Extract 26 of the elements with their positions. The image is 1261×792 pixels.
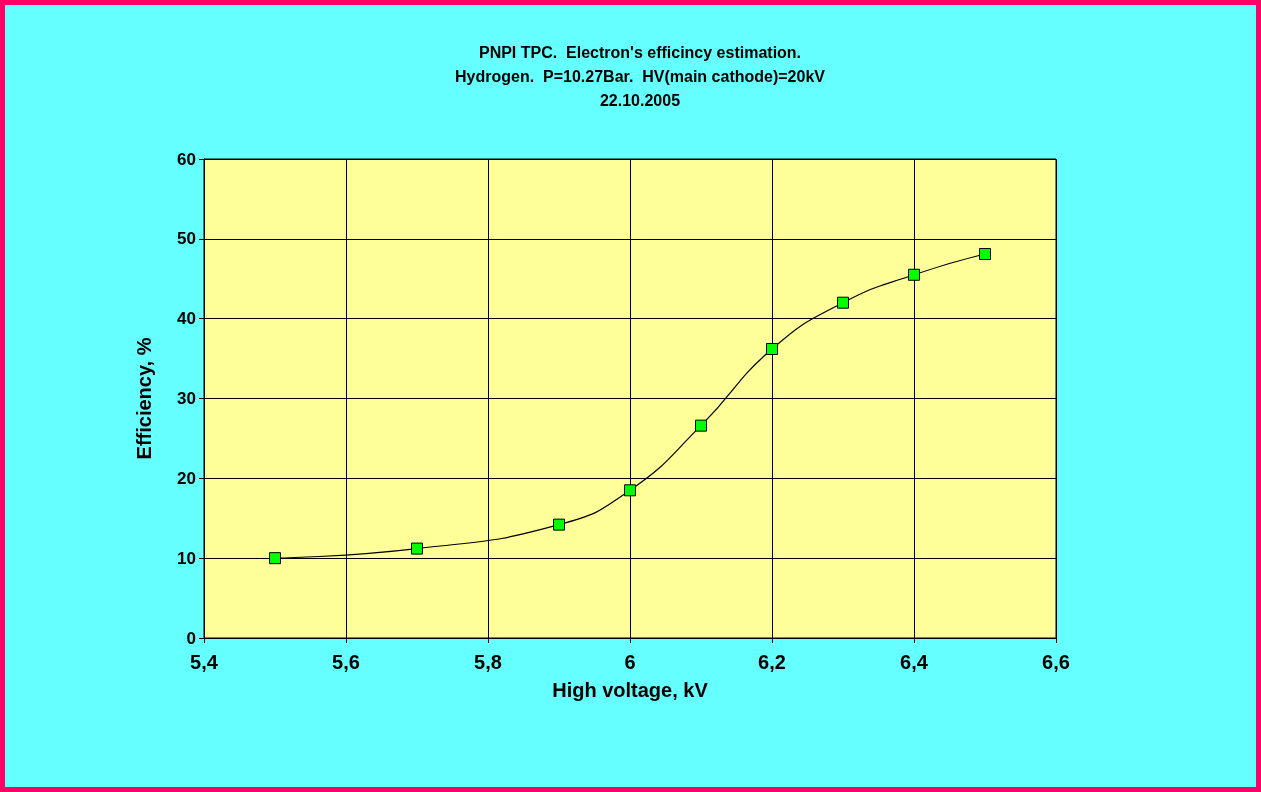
point — [908, 268, 920, 281]
point — [979, 248, 991, 260]
y-tick-label: 0 — [186, 628, 196, 648]
x-tick-label: 5,4 — [190, 651, 219, 673]
y-axis-title: Efficiency, % — [133, 337, 155, 460]
chart-title: PNPI TPC. Electron's efficincy estimation. Hydrogen. P=10.27Bar. HV(main cathode)=20kV 22.10.2005 — [455, 43, 826, 109]
point — [411, 542, 423, 555]
y-tick-label: 50 — [177, 229, 196, 249]
point — [837, 296, 849, 309]
y-tick-label: 20 — [177, 468, 196, 488]
y-tick-label: 40 — [177, 309, 196, 329]
point — [624, 484, 636, 497]
y-tick-label: 10 — [177, 548, 196, 568]
point — [695, 419, 707, 432]
point — [553, 518, 565, 531]
x-tick-label: 6,2 — [758, 651, 786, 673]
x-tick-label: 6 — [624, 651, 636, 673]
x-tick-label: 6,6 — [1042, 651, 1070, 673]
y-tick-label: 60 — [177, 149, 196, 169]
point — [269, 552, 281, 565]
y-tick-label: 30 — [177, 389, 196, 408]
point — [766, 343, 778, 355]
x-axis-title: High voltage, kV — [552, 679, 709, 701]
x-tick-label: 6,4 — [900, 651, 929, 673]
x-tick-label: 5,6 — [332, 651, 360, 673]
x-tick-label: 5,8 — [474, 651, 502, 673]
